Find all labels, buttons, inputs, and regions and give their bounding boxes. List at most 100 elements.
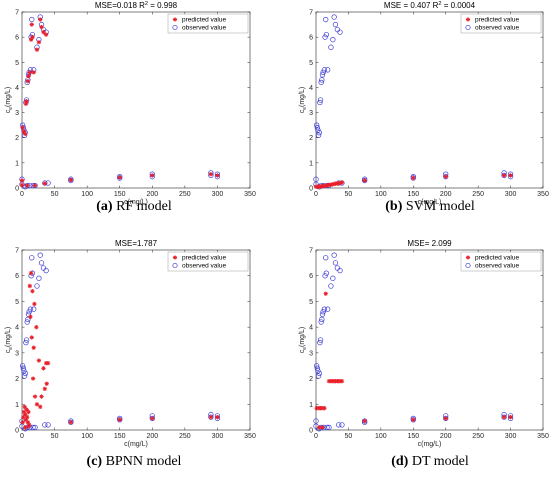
predicted-point [322, 405, 327, 411]
predicted-point [31, 70, 36, 75]
chart-panel-a: 0 50 100 150 200 250 300 350 0 1 2 3 4 5 6 7 c(mg/L) ce(m… [5, 1, 256, 214]
predicted-point [317, 425, 322, 430]
observed-point [339, 422, 345, 428]
observed-point [324, 424, 330, 431]
predicted-point [68, 420, 74, 425]
legend-box [460, 13, 542, 34]
chart-panel-c: 0 50 100 150 200 250 300 350 0 1 2 3 4 5 6 7 c(mg/L) ce(m… [5, 239, 256, 469]
predicted-point [19, 178, 25, 183]
y-axis-label: ce(mg/L) [5, 87, 14, 114]
y-tick-label: 2 [15, 376, 19, 383]
x-tick-label: 150 [114, 433, 126, 440]
observed-point [316, 370, 322, 377]
x-tick-label: 200 [146, 191, 158, 198]
legend-observed-marker [172, 24, 178, 31]
observed-point [31, 306, 37, 312]
observed-point [501, 414, 507, 420]
predicted-point [32, 301, 37, 307]
predicted-point [501, 414, 507, 420]
predicted-point [28, 314, 33, 320]
observed-point [314, 365, 320, 371]
observed-point [315, 373, 322, 379]
legend-observed-marker [465, 262, 471, 269]
observed-point [410, 417, 416, 423]
predicted-point [215, 173, 220, 178]
observed-point [315, 132, 322, 138]
x-tick-label: 200 [146, 433, 158, 440]
predicted-point [443, 174, 448, 179]
y-tick-label: 5 [15, 60, 19, 67]
observed-point [117, 417, 123, 423]
x-tick-label: 0 [20, 191, 24, 198]
predicted-point [339, 378, 345, 384]
observed-point [410, 175, 416, 181]
predicted-point [443, 416, 448, 421]
observed-point [337, 267, 343, 274]
observed-point [323, 255, 329, 261]
predicted-point [41, 366, 46, 371]
predicted-point [30, 288, 35, 294]
predicted-point [32, 394, 38, 399]
observed-point [337, 29, 343, 35]
predicted-point [26, 73, 31, 79]
observed-point [30, 424, 36, 431]
observed-point [24, 319, 30, 325]
predicted-point [26, 409, 31, 415]
predicted-point [23, 131, 28, 137]
observed-point [32, 424, 38, 431]
y-tick-label: 2 [309, 135, 313, 142]
predicted-point [32, 183, 38, 188]
predicted-point [25, 420, 31, 425]
observed-point [336, 422, 342, 428]
predicted-point [39, 24, 44, 30]
observed-point [313, 363, 320, 369]
plot-area [315, 11, 544, 189]
observed-point [208, 414, 214, 420]
chart-title: MSE=1.787 [115, 239, 158, 248]
y-tick-label: 5 [15, 299, 19, 306]
predicted-point [150, 173, 155, 178]
predicted-point [19, 182, 25, 188]
predicted-point [28, 270, 34, 276]
observed-point [42, 422, 48, 428]
observed-point [326, 424, 332, 431]
observed-point [317, 337, 324, 343]
predicted-point [36, 358, 42, 363]
observed-point [323, 31, 330, 38]
observed-point [443, 415, 449, 422]
predicted-point [27, 70, 33, 75]
y-tick-label: 6 [15, 35, 19, 42]
panel-caption: (a) RF model [96, 199, 172, 214]
legend-observed-marker [465, 24, 471, 31]
x-tick-label: 250 [472, 433, 484, 440]
chart-panel-d: 0 50 100 150 200 250 300 350 0 1 2 3 4 5 6 7 c(mg/L) ce(m… [299, 239, 549, 469]
observed-point [316, 130, 322, 136]
observed-point [323, 270, 330, 276]
predicted-point [42, 181, 47, 186]
legend-observed-label: observed value [475, 25, 519, 32]
x-tick-label: 0 [314, 191, 318, 198]
observed-point [32, 182, 38, 189]
predicted-point [215, 414, 220, 420]
predicted-point [23, 101, 29, 106]
observed-point [25, 316, 31, 323]
observed-point [321, 306, 328, 312]
predicted-point [20, 125, 25, 130]
observed-point [314, 125, 320, 131]
predicted-point [41, 29, 46, 35]
legend-observed-label: observed value [475, 263, 519, 270]
predicted-point [42, 386, 47, 392]
x-tick-label: 100 [81, 433, 93, 440]
observed-point [20, 365, 26, 371]
chart-panel-b: 0 50 100 150 200 250 300 350 0 1 2 3 4 5 6 7 c(mg/L) ce(m… [299, 1, 549, 214]
predicted-point [24, 99, 29, 104]
predicted-point [411, 175, 416, 181]
y-tick-label: 1 [309, 402, 313, 409]
predicted-point [36, 39, 42, 45]
y-axis-label: ce(mg/L) [5, 327, 14, 354]
observed-point [319, 311, 326, 317]
x-axis-label: c(mg/L) [418, 441, 442, 448]
